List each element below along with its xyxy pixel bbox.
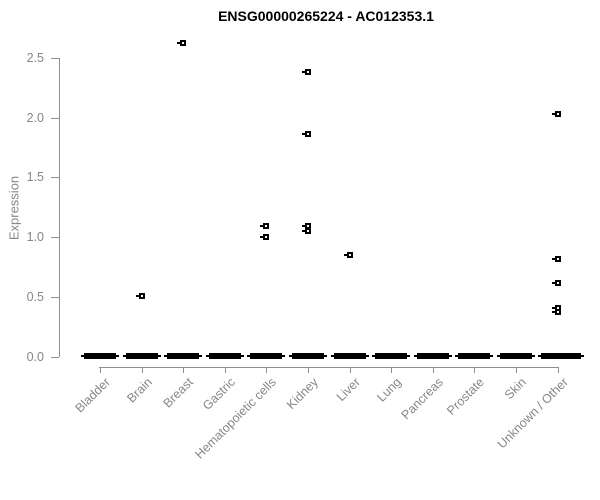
zero-cluster-dash	[81, 354, 119, 357]
data-point-hole	[556, 257, 559, 260]
data-point-dash	[302, 225, 305, 228]
data-point-dash	[343, 254, 347, 257]
data-point-dash	[260, 225, 264, 228]
x-tick-mark	[308, 367, 309, 373]
x-tick-mark	[224, 367, 226, 373]
x-tick-mark	[100, 367, 101, 373]
data-point	[551, 279, 561, 286]
zero-cluster-dash	[205, 354, 244, 357]
y-tick-label: 0.0	[26, 349, 44, 364]
zero-cluster-dash	[455, 354, 494, 357]
data-point-hole	[556, 306, 559, 309]
data-point	[551, 255, 561, 262]
zero-cluster-bar	[455, 352, 494, 359]
data-point-hole	[307, 133, 309, 136]
zero-cluster-dash	[164, 354, 203, 357]
data-point-hole	[348, 254, 351, 257]
data-point-dash	[302, 71, 305, 74]
x-tick-mark	[557, 367, 559, 373]
zero-cluster-bar	[537, 352, 584, 359]
zero-cluster-bar	[372, 352, 411, 359]
chart-title: ENSG00000265224 - AC012353.1	[218, 8, 434, 24]
data-point-dash	[260, 236, 264, 239]
data-point-dash	[551, 281, 555, 284]
x-tick-mark	[474, 367, 476, 373]
y-tick-label: 1.5	[26, 170, 44, 185]
zero-cluster-bar	[497, 352, 535, 359]
zero-cluster-bar	[413, 352, 452, 359]
y-tick-mark	[51, 296, 59, 298]
zero-cluster-bar	[205, 352, 244, 359]
data-point	[302, 223, 311, 230]
zero-cluster-bar	[164, 352, 203, 359]
data-point	[302, 69, 311, 76]
zero-cluster-bar	[289, 352, 327, 359]
data-point	[260, 223, 270, 230]
y-tick-mark	[51, 177, 59, 179]
data-point-hole	[307, 225, 309, 228]
data-point-dash	[302, 133, 305, 136]
x-tick-mark	[391, 367, 393, 373]
y-tick-label: 2.0	[26, 110, 44, 125]
zero-cluster-dash	[289, 354, 327, 357]
y-tick-mark	[51, 117, 59, 119]
y-tick-mark	[51, 57, 59, 59]
data-point-dash	[551, 311, 555, 314]
data-point-dash	[135, 294, 139, 297]
data-point	[551, 309, 561, 316]
data-point	[343, 252, 353, 259]
zero-cluster-dash	[372, 354, 411, 357]
y-tick-mark	[51, 356, 59, 358]
x-axis-line	[99, 366, 559, 368]
data-point-hole	[307, 71, 309, 74]
x-tick-mark	[141, 367, 143, 373]
data-point	[551, 304, 561, 311]
data-point-dash	[551, 257, 555, 260]
data-point-dash	[551, 306, 555, 309]
zero-cluster-dash	[413, 354, 452, 357]
x-tick-mark	[349, 367, 351, 373]
zero-cluster-bar	[330, 352, 369, 359]
data-point-hole	[140, 294, 143, 297]
data-point-hole	[556, 112, 559, 115]
data-point	[177, 40, 187, 47]
y-tick-label: 0.5	[26, 289, 44, 304]
data-point-hole	[265, 225, 268, 228]
y-axis-line	[59, 57, 60, 357]
zero-cluster-bar	[122, 352, 161, 359]
data-point-dash	[302, 230, 305, 233]
data-point-hole	[556, 281, 559, 284]
y-tick-label: 1.0	[26, 230, 44, 245]
data-point-hole	[265, 236, 268, 239]
x-tick-mark	[183, 367, 185, 373]
zero-cluster-bar	[247, 352, 286, 359]
data-point-dash	[177, 42, 181, 45]
data-point	[260, 234, 270, 241]
x-tick-mark	[516, 367, 517, 373]
data-point	[135, 292, 145, 299]
x-tick-mark	[266, 367, 268, 373]
y-tick-mark	[51, 237, 59, 239]
data-point	[302, 131, 311, 138]
data-point-hole	[307, 230, 309, 233]
zero-cluster-dash	[537, 354, 584, 357]
y-tick-label: 2.5	[26, 50, 44, 65]
zero-cluster-dash	[330, 354, 369, 357]
zero-cluster-dash	[247, 354, 286, 357]
x-tick-mark	[432, 367, 434, 373]
data-point-hole	[182, 42, 185, 45]
data-point-dash	[551, 112, 555, 115]
data-point	[302, 228, 311, 235]
zero-cluster-dash	[497, 354, 535, 357]
data-point-hole	[556, 311, 559, 314]
zero-cluster-bar	[81, 352, 119, 359]
data-point	[551, 110, 561, 117]
zero-cluster-dash	[122, 354, 161, 357]
